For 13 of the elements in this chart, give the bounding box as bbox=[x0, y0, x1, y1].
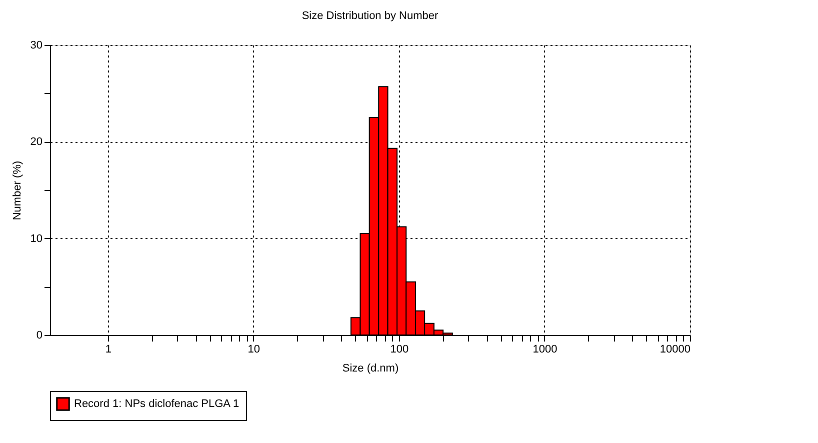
x-tick-label: 100 bbox=[390, 344, 409, 356]
chart-title: Size Distribution by Number bbox=[302, 10, 438, 22]
x-axis-title: Size (d.nm) bbox=[342, 362, 399, 374]
y-axis-title: Number (%) bbox=[11, 160, 24, 220]
y-tick-label: 0 bbox=[36, 330, 42, 342]
x-tick-label: 10 bbox=[248, 344, 260, 356]
y-tick-label: 20 bbox=[30, 136, 42, 148]
y-tick-label: 10 bbox=[30, 232, 42, 245]
legend-label: Record 1: NPs diclofenac PLGA 1 bbox=[74, 398, 240, 410]
x-tick-label: 1000 bbox=[532, 344, 558, 356]
x-tick-label: 1 bbox=[105, 344, 112, 356]
y-tick-label: 30 bbox=[30, 40, 42, 52]
x-tick-label: 10000 bbox=[660, 344, 690, 356]
